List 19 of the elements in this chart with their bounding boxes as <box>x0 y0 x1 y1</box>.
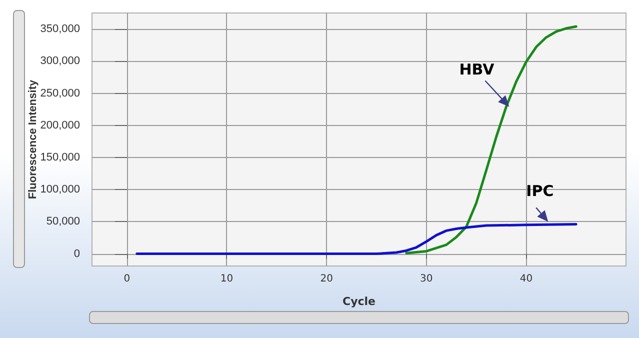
x-tick-label: 30 <box>420 274 433 284</box>
annotation: HBV <box>459 60 495 78</box>
annotation: IPC <box>526 182 554 200</box>
line-series <box>405 25 578 254</box>
line-series <box>136 223 578 256</box>
y-tick-label: 150,000 <box>40 151 80 164</box>
x-tick-label: 0 <box>124 274 130 284</box>
x-tick-label: 20 <box>320 274 333 284</box>
y-tick-label: 0 <box>74 248 80 260</box>
y-axis-title: Fluorescence Intensity <box>27 79 39 200</box>
x-axis-title: Cycle <box>342 295 376 308</box>
x-tick-label: 40 <box>520 274 533 284</box>
y-tick-label: 50,000 <box>46 216 80 228</box>
y-tick-label: 100,000 <box>40 184 80 196</box>
y-tick-label: 250,000 <box>40 87 80 100</box>
x-tick-label: 10 <box>220 274 234 284</box>
y-tick-label: 350,000 <box>40 23 80 36</box>
y-tick-label: 200,000 <box>40 119 80 132</box>
y-tick-label: 300,000 <box>40 55 80 68</box>
